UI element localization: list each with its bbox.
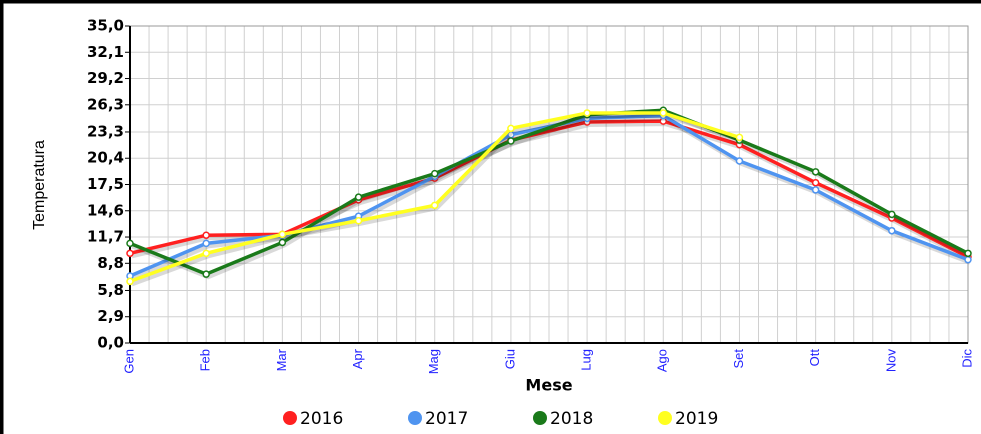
y-tick-label: 29,2 [87, 69, 124, 87]
point [202, 239, 210, 248]
point [278, 230, 287, 239]
legend-label: 2018 [550, 409, 593, 429]
point [202, 270, 210, 278]
point [202, 249, 210, 258]
x-tick-label: Giu [502, 349, 517, 369]
y-tick-label: 2,9 [97, 307, 124, 325]
x-tick-label: Gen [121, 349, 136, 374]
point [735, 157, 744, 165]
point [202, 231, 210, 239]
y-axis-label: Temperatura [31, 140, 48, 230]
point [354, 216, 363, 225]
series-line [129, 119, 969, 259]
legend-swatch [658, 411, 672, 425]
point [430, 201, 439, 210]
point [811, 178, 820, 187]
legend-swatch [533, 411, 547, 425]
x-tick-label: Dic [959, 349, 974, 368]
point [888, 210, 896, 219]
x-tick-label: Set [731, 349, 746, 369]
x-tick-label: Feb [198, 349, 213, 371]
point [126, 277, 134, 286]
y-tick-label: 26,3 [87, 95, 124, 113]
y-tick-label: 0,0 [97, 334, 124, 352]
point [430, 169, 439, 178]
y-tick-label: 23,3 [87, 122, 124, 140]
point [507, 124, 515, 133]
legend-swatch [408, 411, 422, 425]
point [811, 168, 820, 176]
point [888, 226, 896, 235]
y-tick-label: 8,8 [97, 254, 124, 272]
point [811, 186, 820, 194]
y-tick-label: 5,8 [97, 281, 124, 299]
x-tick-label: Mar [274, 348, 289, 371]
legend-swatch [283, 411, 297, 425]
point [964, 255, 972, 264]
legend-label: 2017 [425, 409, 468, 429]
point [964, 249, 972, 258]
point [126, 239, 134, 248]
point [583, 109, 591, 117]
point [659, 109, 668, 117]
y-tick-label: 14,6 [87, 201, 124, 219]
point [278, 238, 287, 247]
x-tick-label: Apr [350, 348, 365, 369]
x-axis-label: Mese [525, 376, 572, 395]
y-tick-label: 20,4 [87, 149, 124, 167]
legend-label: 2016 [300, 409, 343, 429]
legend-label: 2019 [675, 409, 718, 429]
y-tick-label: 11,7 [87, 228, 124, 246]
point [735, 133, 744, 142]
point [354, 193, 363, 201]
point [126, 249, 134, 258]
point [507, 137, 515, 145]
series-line [129, 108, 969, 277]
y-tick-label: 17,5 [87, 175, 124, 193]
x-tick-label: Nov [883, 349, 898, 373]
x-tick-label: Ago [655, 349, 670, 372]
y-tick-label: 35,0 [87, 17, 124, 35]
y-tick-label: 32,1 [87, 43, 124, 61]
x-tick-label: Mag [426, 349, 441, 374]
x-tick-label: Lug [579, 349, 594, 371]
x-tick-label: Ott [807, 349, 822, 367]
